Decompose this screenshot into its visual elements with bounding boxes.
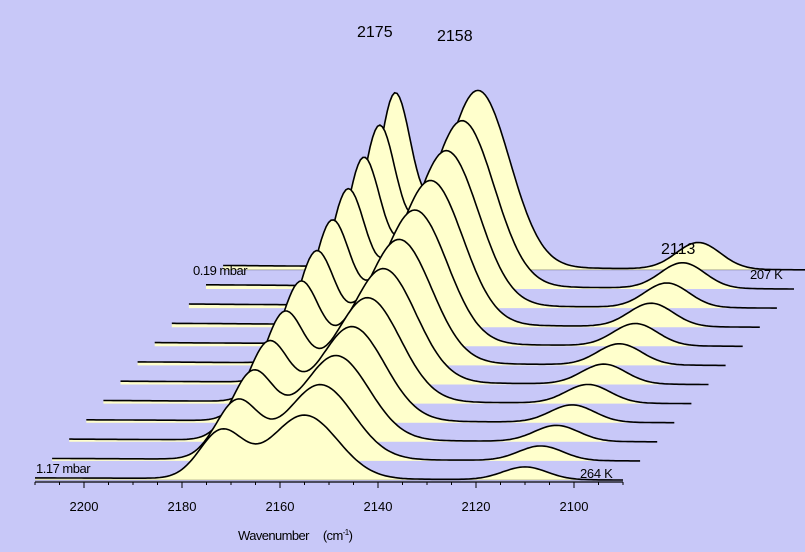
trace-line-5 — [120, 267, 709, 386]
trace-line-1 — [52, 383, 641, 462]
front-pressure-label: 1.17 mbar — [36, 461, 91, 476]
spectra-traces — [35, 89, 805, 481]
peak-label-2158: 2158 — [437, 28, 473, 45]
trace-line-2 — [69, 354, 658, 443]
back-temperature-label: 207 K — [750, 267, 783, 282]
trace-fill-4 — [103, 297, 692, 404]
trace-line-3 — [86, 325, 675, 424]
back-pressure-label: 0.19 mbar — [193, 263, 248, 278]
x-tick-label: 2100 — [560, 499, 589, 514]
x-axis-label: Wavenumber (cm-1) — [238, 528, 353, 543]
trace-fill-0 — [35, 415, 623, 480]
x-tick-label: 2120 — [462, 499, 491, 514]
x-tick-label: 2200 — [70, 499, 99, 514]
x-axis: 2200 2180 2160 2140 2120 2100 — [34, 481, 624, 514]
x-tick-label: 2140 — [364, 499, 393, 514]
x-tick-label: 2180 — [168, 499, 197, 514]
trace-fill-2 — [69, 355, 658, 442]
trace-fill-5 — [120, 268, 709, 385]
trace-line-7 — [154, 209, 743, 348]
front-temperature-label: 264 K — [580, 466, 613, 481]
trace-fill-3 — [86, 326, 675, 423]
trace-line-4 — [103, 296, 692, 405]
trace-fill-1 — [52, 384, 641, 461]
trace-line-6 — [137, 238, 726, 367]
trace-fill-6 — [137, 239, 726, 366]
trace-line-8 — [171, 179, 760, 328]
peak-label-2175: 2175 — [357, 24, 393, 41]
x-tick-label: 2160 — [266, 499, 295, 514]
trace-line-0 — [35, 414, 623, 481]
peak-label-2113: 2113 — [661, 241, 696, 258]
